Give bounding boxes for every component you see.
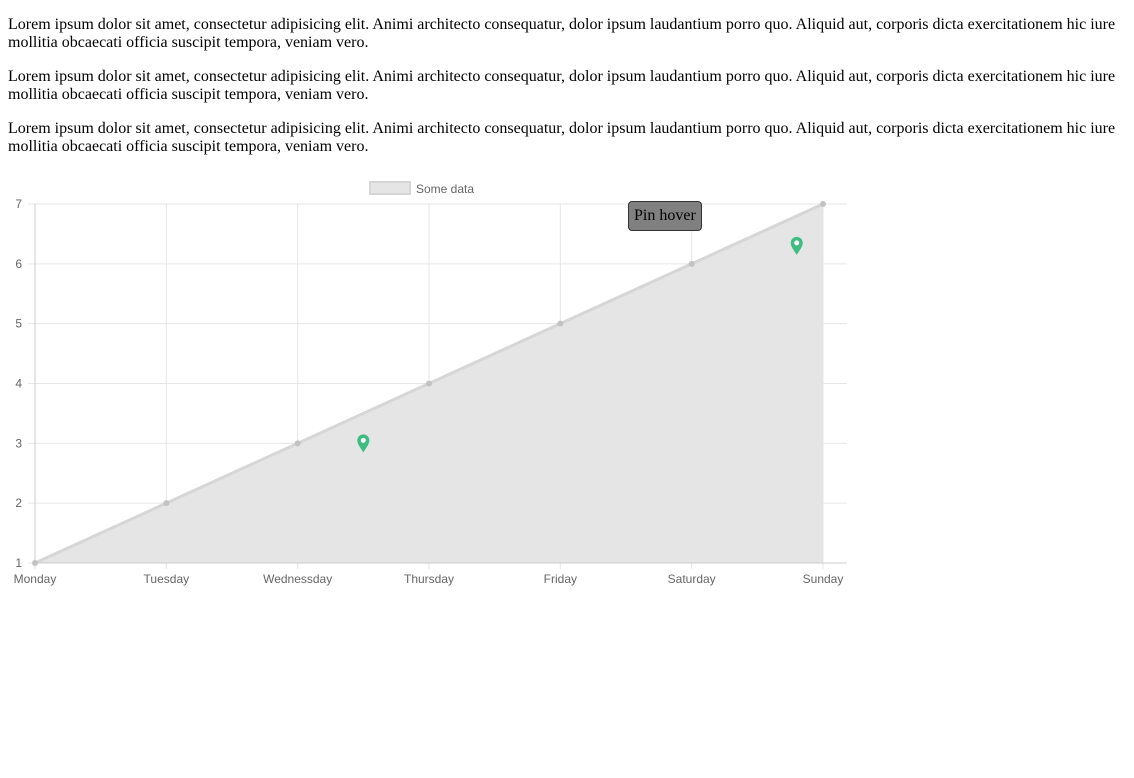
- chart-axes: 1 2 3 4 5 6 7 Monday Tuesday Wednessday Thursday Fr…: [14, 197, 847, 586]
- paragraph-1: Lorem ipsum dolor sit amet, consectetur …: [8, 16, 1116, 51]
- data-point: [820, 201, 826, 207]
- x-tick-label: Thursday: [404, 572, 454, 586]
- chart-pins: [357, 236, 803, 453]
- chart-legend: Some data: [369, 181, 474, 196]
- y-tick-label: 6: [15, 257, 22, 271]
- legend-swatch[interactable]: [369, 181, 411, 195]
- data-point: [426, 380, 432, 387]
- y-tick-label: 2: [15, 496, 22, 510]
- x-tick-label: Tuesday: [144, 572, 190, 586]
- data-point: [163, 500, 170, 507]
- y-tick-label: 7: [15, 197, 22, 211]
- x-tick-label: Wednessday: [263, 572, 332, 586]
- x-tick-label: Saturday: [668, 572, 716, 586]
- y-tick-label: 1: [15, 556, 22, 570]
- paragraph-2: Lorem ipsum dolor sit amet, consectetur …: [8, 68, 1116, 103]
- pin-body: [357, 434, 370, 453]
- pin-tooltip: Pin hover: [628, 201, 702, 231]
- y-tick-label: 5: [15, 317, 22, 331]
- data-point: [32, 560, 38, 566]
- x-tick-label: Sunday: [803, 572, 844, 586]
- chart-points: [32, 201, 826, 566]
- pin-hole: [360, 437, 366, 443]
- line-chart: 1 2 3 4 5 6 7 Monday Tuesday Wednessday Thursday Fr…: [14, 181, 847, 586]
- legend-label[interactable]: Some data: [416, 182, 474, 196]
- pin-hole: [794, 240, 800, 246]
- data-point: [688, 260, 695, 267]
- y-tick-label: 4: [15, 377, 22, 391]
- map-pin-icon[interactable]: [357, 434, 370, 453]
- paragraph-3: Lorem ipsum dolor sit amet, consectetur …: [8, 120, 1116, 155]
- x-tick-label: Monday: [14, 572, 57, 586]
- map-pin-icon[interactable]: [790, 236, 803, 255]
- data-point: [294, 440, 301, 447]
- pin-body: [790, 236, 803, 255]
- y-tick-label: 3: [15, 436, 22, 450]
- x-tick-label: Friday: [544, 572, 577, 586]
- data-point: [557, 320, 564, 327]
